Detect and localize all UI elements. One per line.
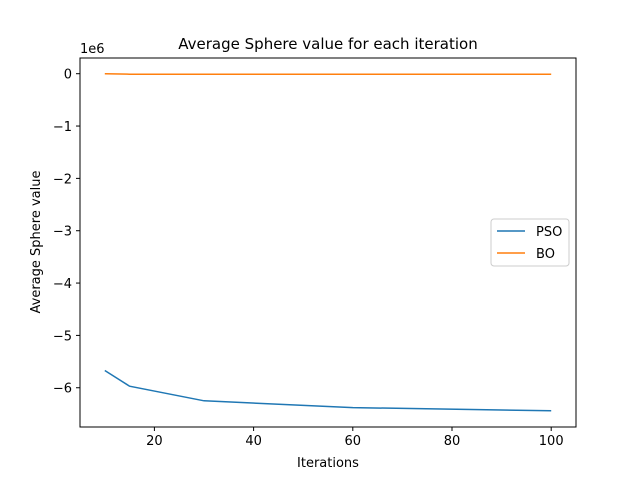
y-scale-label: 1e6 <box>80 42 105 57</box>
x-tick-label: 40 <box>245 434 262 449</box>
y-tick-label: −5 <box>53 329 72 344</box>
series-lines <box>104 72 552 412</box>
x-tick-label: 60 <box>345 434 362 449</box>
legend-label-bo: BO <box>536 247 555 262</box>
y-tick-label: −1 <box>53 120 72 135</box>
x-tick-label: 100 <box>539 434 564 449</box>
x-axis-label: Iterations <box>297 456 359 471</box>
y-tick-label: −6 <box>53 382 72 397</box>
legend-label-pso: PSO <box>536 225 562 240</box>
y-tick-label: −2 <box>53 172 72 187</box>
y-axis-label: Average Sphere value <box>29 171 44 314</box>
plot-frame <box>79 57 577 428</box>
y-tick-label: −3 <box>53 225 72 240</box>
y-tick-label: −4 <box>53 277 72 292</box>
x-axis: 20 40 60 80 100 <box>146 427 564 449</box>
x-tick-label: 80 <box>444 434 461 449</box>
y-axis: 0 −1 −2 −3 −4 −5 −6 <box>53 68 80 397</box>
chart-title: Average Sphere value for each iteration <box>178 35 477 53</box>
x-tick-label: 20 <box>146 434 163 449</box>
series-line-bo <box>104 72 552 75</box>
legend: PSO BO <box>490 218 570 267</box>
series-line-pso <box>104 369 552 412</box>
y-tick-label: 0 <box>64 68 72 83</box>
